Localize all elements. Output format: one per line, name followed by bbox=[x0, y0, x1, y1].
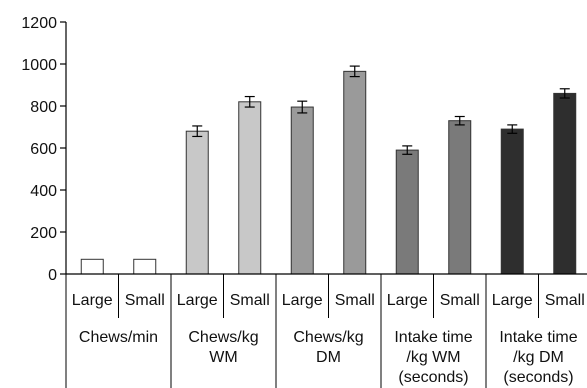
x-subcategory-label: Small bbox=[125, 292, 165, 309]
bar bbox=[133, 258, 157, 275]
bars bbox=[80, 65, 577, 275]
x-subcategory-label: Large bbox=[492, 292, 533, 309]
y-tick-label: 0 bbox=[48, 267, 57, 284]
x-subcategory-label: Small bbox=[440, 292, 480, 309]
bar bbox=[500, 128, 524, 275]
y-tick-label: 800 bbox=[30, 99, 57, 116]
bar bbox=[553, 92, 577, 275]
x-subcategory-label: Small bbox=[335, 292, 375, 309]
bar bbox=[448, 120, 472, 275]
x-group-label: /kg DM bbox=[513, 349, 564, 366]
bar bbox=[395, 149, 419, 275]
bar bbox=[185, 130, 209, 275]
x-group-label: /kg WM bbox=[406, 349, 460, 366]
bar bbox=[343, 70, 367, 275]
y-tick-label: 1000 bbox=[21, 57, 57, 74]
bar bbox=[80, 258, 104, 275]
x-subcategory-label: Small bbox=[230, 292, 270, 309]
x-group-label: (seconds) bbox=[398, 369, 468, 386]
y-tick-label: 400 bbox=[30, 183, 57, 200]
y-tick-label: 200 bbox=[30, 225, 57, 242]
x-subcategory-label: Large bbox=[72, 292, 113, 309]
x-subcategory-label: Large bbox=[177, 292, 218, 309]
x-group-label: Chews/kg bbox=[293, 329, 363, 346]
x-group-label: (seconds) bbox=[503, 369, 573, 386]
x-group-label: Intake time bbox=[499, 329, 577, 346]
x-group-label: Chews/kg bbox=[188, 329, 258, 346]
x-subcategory-label: Large bbox=[387, 292, 428, 309]
y-tick-label: 600 bbox=[30, 141, 57, 158]
y-axis: 0 200 400 600 800 1000 1200 bbox=[21, 15, 67, 284]
bar bbox=[238, 101, 262, 275]
x-subcategory-label: Large bbox=[282, 292, 323, 309]
x-axis: Large Small Chews/min Large Small Chews/kg WM L… bbox=[65, 273, 587, 388]
x-group-label: Chews/min bbox=[79, 329, 158, 346]
x-group-label: Intake time bbox=[394, 329, 472, 346]
bar bbox=[290, 106, 314, 275]
y-tick-label: 1200 bbox=[21, 15, 57, 32]
x-group-label: WM bbox=[209, 349, 237, 366]
x-group-label: DM bbox=[316, 349, 341, 366]
x-subcategory-label: Small bbox=[545, 292, 585, 309]
